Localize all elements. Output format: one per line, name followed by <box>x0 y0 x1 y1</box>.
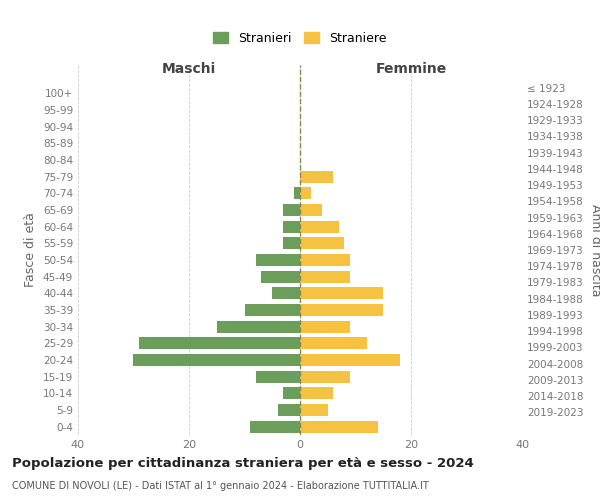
Bar <box>300 288 383 300</box>
Bar <box>133 354 300 366</box>
Bar <box>300 404 328 416</box>
Bar <box>300 188 311 200</box>
Bar <box>139 338 300 349</box>
Bar <box>300 370 350 382</box>
Text: Maschi: Maschi <box>162 62 216 76</box>
Bar <box>300 338 367 349</box>
Bar <box>283 204 300 216</box>
Bar <box>300 270 350 282</box>
Bar <box>250 420 300 432</box>
Bar <box>300 220 339 232</box>
Bar <box>300 354 400 366</box>
Bar <box>272 288 300 300</box>
Bar <box>261 270 300 282</box>
Bar <box>245 304 300 316</box>
Bar <box>300 388 334 400</box>
Bar <box>295 188 300 200</box>
Bar <box>278 404 300 416</box>
Bar <box>256 370 300 382</box>
Y-axis label: Anni di nascita: Anni di nascita <box>589 204 600 296</box>
Text: Femmine: Femmine <box>376 62 446 76</box>
Bar <box>300 304 383 316</box>
Bar <box>217 320 300 332</box>
Text: Popolazione per cittadinanza straniera per età e sesso - 2024: Popolazione per cittadinanza straniera p… <box>12 458 474 470</box>
Legend: Stranieri, Straniere: Stranieri, Straniere <box>208 27 392 50</box>
Text: COMUNE DI NOVOLI (LE) - Dati ISTAT al 1° gennaio 2024 - Elaborazione TUTTITALIA.: COMUNE DI NOVOLI (LE) - Dati ISTAT al 1°… <box>12 481 429 491</box>
Bar <box>256 254 300 266</box>
Bar <box>300 238 344 250</box>
Bar <box>283 238 300 250</box>
Bar <box>300 204 322 216</box>
Bar <box>283 220 300 232</box>
Bar <box>300 420 378 432</box>
Bar <box>300 320 350 332</box>
Bar <box>283 388 300 400</box>
Bar <box>300 254 350 266</box>
Y-axis label: Fasce di età: Fasce di età <box>25 212 37 288</box>
Bar <box>300 170 334 182</box>
